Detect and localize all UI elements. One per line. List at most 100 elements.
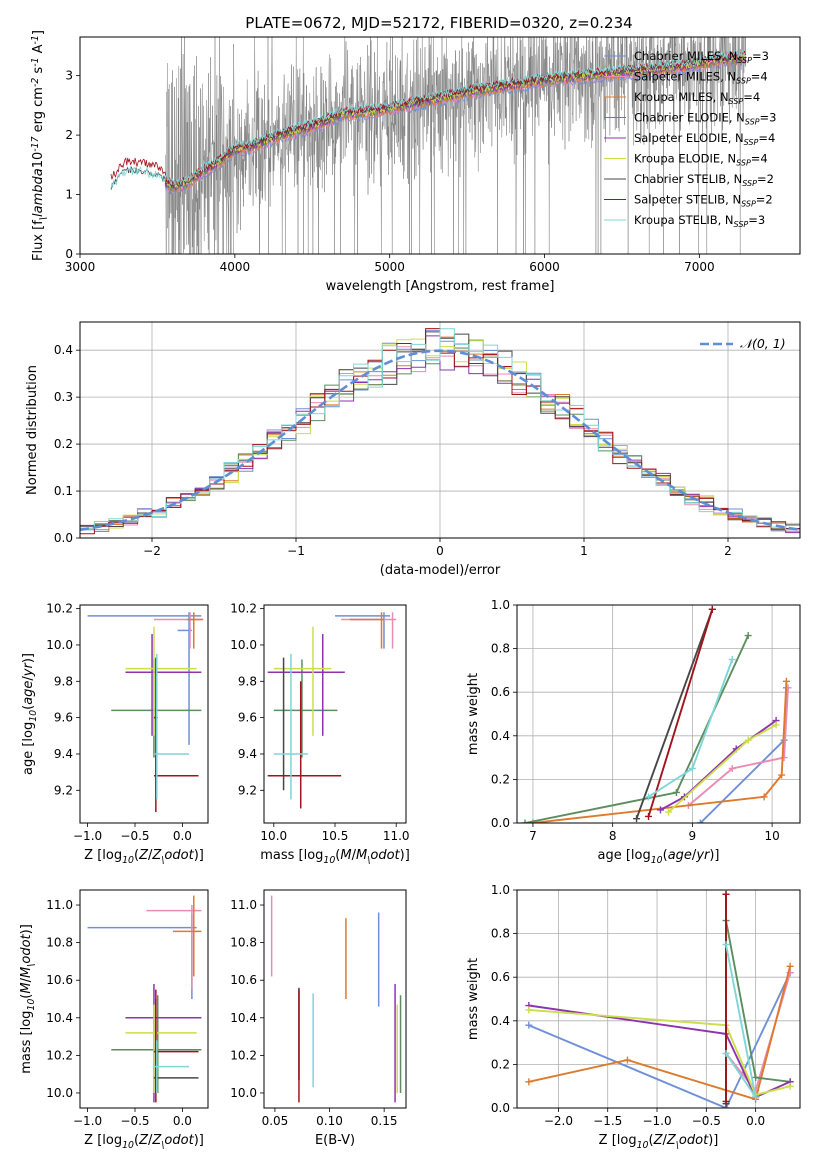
axes-frame <box>79 604 209 824</box>
x-tick-label: 2 <box>724 544 732 558</box>
normal-legend-label: 𝒩(0, 1) <box>740 336 786 351</box>
label-fragment: mass [log <box>19 1011 34 1074</box>
legend-entry: Chabrier ELODIE, NSSP=3 <box>634 111 776 127</box>
y-tick-label: 2 <box>65 128 73 142</box>
label-fragment: ( <box>648 1133 653 1148</box>
legend-entry: Kroupa STELIB, NSSP=3 <box>634 213 765 229</box>
label-fragment: 10 <box>122 1140 134 1151</box>
weight-line-chabrier-miles <box>528 972 791 1108</box>
label-fragment: E(B-V) <box>315 1133 355 1148</box>
y-tick-label: 10.8 <box>46 936 73 950</box>
y-tick-label: 9.8 <box>54 674 73 688</box>
legend-entry: Salpeter STELIB, NSSP=2 <box>634 193 773 209</box>
legend-subscript: SSP <box>737 56 752 65</box>
legend-label: Kroupa ELODIE, N <box>634 152 736 166</box>
x-tick-label: 5000 <box>374 260 405 274</box>
legend-suffix: =4 <box>758 131 775 145</box>
axes-spectrum: 3000 4000 5000 6000 7000 0 1 2 3 wavelength [Angs… <box>30 30 801 294</box>
label-fragment: 10 <box>31 152 46 169</box>
label-fragment: mass weight <box>466 673 481 755</box>
label-fragment: )] <box>19 924 34 934</box>
axes-frame <box>79 321 801 539</box>
weight-line-kroupa-miles <box>528 966 792 1101</box>
legend-suffix: =4 <box>751 152 768 166</box>
legend-label: Salpeter MILES, N <box>634 70 736 84</box>
label-fragment: lambda <box>31 168 46 217</box>
y-axis-label: mass [log10(M/M\odot)] <box>19 924 37 1074</box>
y-tick-label: 10.6 <box>46 973 73 987</box>
x-tick-label: 1 <box>580 544 588 558</box>
label-fragment: M <box>19 982 34 993</box>
weight-marker <box>744 632 752 640</box>
legend-entry: Chabrier MILES, NSSP=3 <box>634 49 769 65</box>
legend-suffix: =2 <box>757 172 774 186</box>
weight-marker <box>645 812 653 820</box>
label-fragment: )] <box>21 653 36 663</box>
axes-age_vs_Z: −1.0 −0.5 0.09.29.49.69.810.010.2Z [log10(… <box>21 602 209 866</box>
weight-marker <box>786 1082 794 1090</box>
legend-label: Kroupa MILES, N <box>634 90 729 104</box>
weight-marker <box>623 1056 631 1064</box>
label-fragment: Z <box>653 1133 664 1148</box>
x-axis-label: Z [log10(Z/Z\odot)] <box>599 1133 719 1151</box>
x-axis-label: E(B-V) <box>315 1133 355 1148</box>
histogram-kroupa-stelib <box>80 328 800 530</box>
y-tick-label: 9.8 <box>238 674 257 688</box>
y-axis-label: Normed distribution <box>25 365 40 495</box>
legend-label: Chabrier STELIB, N <box>634 172 742 186</box>
y-tick-label: 10.6 <box>230 973 257 987</box>
label-fragment: / <box>352 848 357 863</box>
label-fragment: age <box>21 681 36 705</box>
weight-marker <box>722 890 730 898</box>
weight-marker <box>656 806 664 814</box>
plot-area-weight_vs_Z <box>525 890 794 1108</box>
label-fragment: )] <box>194 848 204 863</box>
label-fragment: ( <box>134 1133 139 1148</box>
y-tick-label: 9.4 <box>238 747 257 761</box>
label-fragment: M <box>19 967 34 978</box>
weight-marker <box>672 788 680 796</box>
x-axis-label: Z [log10(Z/Z\odot)] <box>84 848 204 866</box>
axes-age_vs_mass: 10.0 10.5 11.0 9.2 9.4 9.6 9.8 10.0 10.2 mass [lo… <box>230 602 410 866</box>
axes-residuals: −2 −1 0 1 2 0.0 0.1 0.2 0.3 0.4 (data-model)/error… <box>25 321 801 578</box>
x-tick-label: 0.05 <box>262 1114 289 1128</box>
legend-label: Kroupa STELIB, N <box>634 213 734 227</box>
y-tick-label: 1.0 <box>491 883 510 897</box>
x-tick-label: 10.5 <box>322 829 349 843</box>
label-fragment: / <box>148 848 153 863</box>
y-tick-label: 0.2 <box>54 437 73 451</box>
label-fragment: age [log <box>21 722 36 775</box>
weight-marker <box>525 1006 533 1014</box>
label-fragment: 10 <box>28 710 39 722</box>
normal-curve <box>80 349 800 532</box>
y-tick-label: 10.2 <box>46 1048 73 1062</box>
legend-subscript: SSP <box>744 138 759 147</box>
y-tick-label: 10.0 <box>46 1086 73 1100</box>
weight-marker <box>521 819 529 823</box>
weight-marker <box>708 605 716 613</box>
label-fragment: / <box>21 676 36 681</box>
x-tick-label: 9 <box>689 829 697 843</box>
y-tick-label: 0.2 <box>491 772 510 786</box>
legend-label: Salpeter STELIB, N <box>634 193 741 207</box>
label-fragment: / <box>19 977 34 982</box>
x-tick-label: 0.0 <box>746 1114 765 1128</box>
y-tick-label: 10.0 <box>230 1086 257 1100</box>
y-tick-label: 0.4 <box>54 343 73 357</box>
y-tick-label: 0.6 <box>491 685 510 699</box>
plot-area-weight_vs_age <box>521 605 792 823</box>
y-axis-label: Flux [f\lambda10-17 erg cm-2 s-1 A-1] <box>30 30 49 261</box>
legend-suffix: =3 <box>748 213 765 227</box>
x-tick-label: −2 <box>143 544 161 558</box>
x-tick-label: 4000 <box>220 260 251 274</box>
y-tick-label: 0.0 <box>491 1101 510 1115</box>
label-fragment: (data-model)/error <box>380 563 501 578</box>
legend-entry: Chabrier STELIB, NSSP=2 <box>634 172 774 188</box>
weight-marker <box>782 677 790 685</box>
legend-entry: Kroupa ELODIE, NSSP=4 <box>634 152 768 168</box>
weight-line-chabrier-elodie <box>524 635 750 823</box>
label-fragment: Z <box>151 1133 162 1148</box>
y-tick-label: 10.4 <box>46 1011 73 1025</box>
label-fragment: s <box>31 67 46 78</box>
legend-suffix: =4 <box>751 70 768 84</box>
